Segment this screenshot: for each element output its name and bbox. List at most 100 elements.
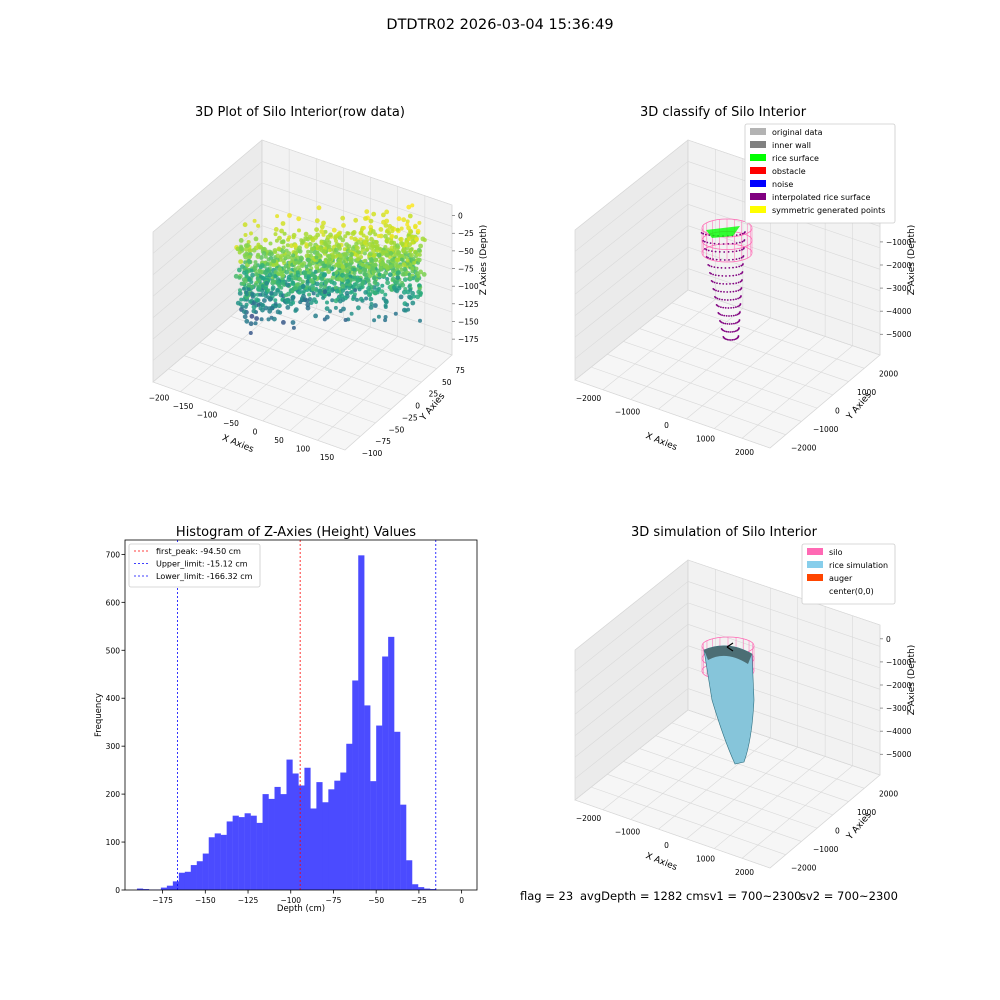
interp-point	[718, 298, 721, 300]
y-tick-label: −50	[388, 425, 404, 434]
data-point	[335, 253, 340, 258]
data-point	[343, 252, 348, 257]
data-point	[408, 287, 413, 292]
data-point	[244, 274, 249, 279]
data-point	[340, 288, 346, 293]
interp-point	[727, 331, 730, 333]
data-point	[330, 298, 335, 303]
histogram-bar	[304, 767, 311, 890]
data-point	[253, 236, 259, 242]
data-point	[373, 290, 378, 296]
data-point	[412, 260, 417, 265]
data-point	[349, 235, 354, 240]
data-point	[412, 294, 417, 299]
interp-point	[720, 290, 722, 293]
data-point	[246, 240, 251, 244]
interp-point	[704, 233, 707, 236]
interp-point	[741, 264, 744, 266]
interp-point	[724, 267, 727, 269]
y-tick-label: 75	[455, 366, 465, 375]
grid-line	[769, 354, 881, 449]
histogram-bar	[292, 773, 299, 890]
data-point	[237, 291, 243, 296]
legend-label: symmetric generated points	[772, 206, 885, 215]
data-point	[370, 229, 376, 234]
interp-point	[741, 240, 744, 243]
data-point	[369, 236, 374, 242]
x-tick-label: −200	[149, 393, 170, 402]
flag-text: flag = 23	[520, 889, 574, 903]
x-tick-label: −50	[223, 419, 239, 428]
x-tick-label: 1000	[696, 435, 715, 444]
y-tick-label: −25	[402, 413, 418, 422]
data-point	[291, 282, 296, 286]
z-tick-label: 0	[886, 635, 891, 644]
data-point	[306, 249, 311, 254]
data-point	[406, 204, 412, 210]
y-tick-label: 2000	[879, 789, 898, 798]
data-point	[273, 274, 278, 279]
data-point	[308, 300, 314, 305]
data-point	[379, 289, 385, 294]
y-tick-label: −75	[375, 437, 391, 446]
data-point	[299, 238, 304, 243]
data-point	[414, 271, 420, 277]
histogram-bar	[412, 884, 419, 890]
data-point	[337, 245, 341, 249]
data-point	[387, 272, 393, 278]
data-point	[260, 303, 265, 308]
avg-depth-text: avgDepth = 1282 cmsv1 = 700~2300	[580, 889, 802, 903]
data-point	[310, 280, 315, 285]
data-point	[246, 282, 252, 288]
data-point	[401, 289, 407, 295]
x-axis-label: X Axies	[644, 851, 679, 873]
interp-point	[738, 296, 741, 299]
data-point	[344, 273, 349, 278]
legend-swatch	[750, 180, 766, 187]
z-tick-label: 0	[458, 212, 463, 221]
data-point	[314, 255, 319, 260]
histogram-bar	[178, 872, 186, 890]
data-point	[293, 308, 298, 313]
grid-line	[687, 289, 881, 356]
grid-line	[687, 246, 881, 313]
grid-line	[152, 139, 263, 233]
data-point	[352, 267, 357, 272]
data-point	[259, 317, 264, 322]
data-point	[334, 270, 339, 275]
interp-point	[735, 298, 737, 300]
grid-line	[639, 328, 833, 396]
interp-point	[728, 323, 731, 325]
interp-point	[741, 248, 743, 251]
data-point	[307, 292, 312, 297]
x-tick-label: −100	[197, 410, 218, 419]
interp-point	[704, 248, 706, 250]
interp-point	[725, 275, 727, 277]
figure-title: DTDTR02 2026-03-04 15:36:49	[386, 17, 614, 33]
x-tick-label: 0	[664, 421, 669, 430]
legend-label: rice surface	[772, 154, 819, 163]
interp-point	[718, 243, 720, 245]
y-tick-label: 700	[106, 550, 121, 559]
data-point	[310, 237, 316, 243]
y-tick-label: 200	[106, 790, 121, 799]
data-point	[238, 288, 242, 293]
data-point	[245, 243, 251, 248]
data-point	[345, 268, 350, 273]
data-point	[334, 288, 340, 294]
data-point	[410, 300, 416, 306]
data-point	[258, 274, 263, 279]
y-tick-label: 0	[115, 886, 120, 895]
grid-line	[671, 722, 865, 789]
interp-point	[738, 312, 740, 315]
data-point	[323, 241, 328, 246]
x-tick-label: 0	[664, 841, 669, 850]
histogram-bar	[328, 789, 335, 890]
data-point	[258, 292, 263, 297]
data-point	[336, 263, 342, 269]
grid-line	[317, 345, 426, 441]
interp-point	[739, 241, 741, 244]
data-point	[256, 286, 261, 291]
x-tick-label: 0	[253, 427, 258, 436]
interp-point	[716, 266, 719, 269]
